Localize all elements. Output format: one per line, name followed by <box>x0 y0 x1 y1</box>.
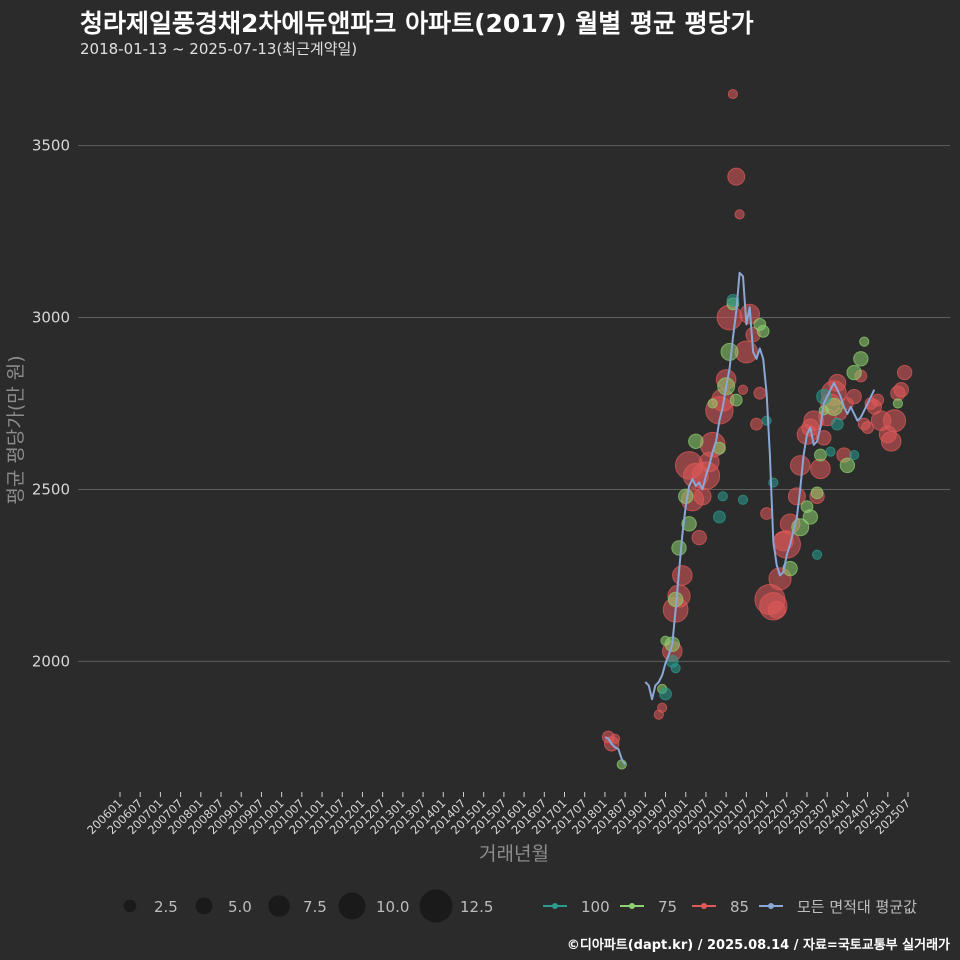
color-legend-dot <box>629 903 635 909</box>
size-legend-key <box>419 889 453 923</box>
size-legend-label: 2.5 <box>154 898 178 916</box>
point-75 <box>707 398 718 409</box>
point-85 <box>816 430 832 446</box>
chart-subtitle: 2018-01-13 ~ 2025-07-13(최근계약일) <box>80 40 358 58</box>
scatter-points <box>601 88 913 770</box>
color-legend-label: 75 <box>658 898 677 916</box>
point-85 <box>880 431 902 452</box>
point-85 <box>810 458 831 480</box>
size-legend-key <box>123 899 137 913</box>
point-100 <box>713 510 726 524</box>
point-85 <box>893 382 909 398</box>
point-85 <box>882 409 907 433</box>
point-75 <box>802 509 819 525</box>
point-75 <box>782 560 798 577</box>
point-100 <box>811 549 823 560</box>
point-85 <box>871 393 885 407</box>
point-75 <box>853 351 869 367</box>
point-100 <box>761 415 772 426</box>
size-legend-label: 7.5 <box>303 898 327 916</box>
color-legend-dot <box>768 903 774 909</box>
chart-title: 청라제일풍경채2차에듀앤파크 아파트(2017) 월별 평균 평당가 <box>80 9 754 38</box>
point-85 <box>691 529 707 546</box>
point-100 <box>726 293 740 307</box>
point-85 <box>789 455 811 476</box>
point-85 <box>767 600 786 619</box>
point-85 <box>609 733 621 744</box>
point-75 <box>756 324 770 338</box>
point-100 <box>849 449 860 461</box>
size-legend-key <box>195 897 213 915</box>
point-100 <box>737 494 749 505</box>
size-legend-key <box>338 892 366 920</box>
y-axis-ticks: 2000 2500 3000 3500 <box>32 137 70 671</box>
point-100 <box>670 663 681 674</box>
point-100 <box>830 417 844 431</box>
point-75 <box>681 516 697 532</box>
y-axis-title: 평균 평당가(만 원) <box>5 355 27 504</box>
y-tick-label: 2000 <box>32 652 70 670</box>
point-85 <box>727 167 746 186</box>
color-legend-dot <box>701 903 707 909</box>
point-75 <box>720 342 739 361</box>
color-legend-dot <box>552 903 558 909</box>
size-legend-label: 12.5 <box>460 898 493 916</box>
source-caption: ©디아파트(dapt.kr) / 2025.08.14 / 자료=국토교통부 실… <box>566 938 950 953</box>
average-line <box>604 271 876 766</box>
size-legend-label: 5.0 <box>228 898 252 916</box>
point-75 <box>810 486 824 500</box>
color-legend-label: 85 <box>730 898 749 916</box>
point-75 <box>846 364 862 381</box>
size-legend-label: 10.0 <box>376 898 409 916</box>
x-axis-title: 거래년월 <box>479 843 549 865</box>
point-100 <box>717 491 728 502</box>
color-legend: 100 75 85 모든 면적대 평균값 <box>543 898 917 916</box>
point-75 <box>814 448 827 462</box>
size-legend-key <box>268 895 290 917</box>
point-100 <box>825 446 836 457</box>
point-85 <box>734 209 745 220</box>
point-85 <box>657 702 668 713</box>
average-line-segment <box>604 736 626 766</box>
point-85 <box>672 565 693 586</box>
x-axis-ticks: 2006012006072007012007072008012008072009… <box>84 792 913 837</box>
color-legend-label: 100 <box>581 898 610 916</box>
y-tick-label: 2500 <box>32 480 70 498</box>
grid-lines <box>78 145 950 662</box>
y-tick-label: 3500 <box>32 137 70 155</box>
point-75 <box>824 397 843 416</box>
y-tick-label: 3000 <box>32 309 70 327</box>
point-85 <box>787 487 806 506</box>
point-85 <box>737 384 749 395</box>
point-85 <box>846 388 862 405</box>
color-legend-label: 모든 면적대 평균값 <box>797 898 917 916</box>
point-100 <box>659 687 672 701</box>
point-85 <box>753 386 767 400</box>
point-75 <box>671 540 687 556</box>
point-85 <box>760 507 773 520</box>
point-85 <box>750 417 763 431</box>
point-75 <box>729 393 743 407</box>
size-legend: 2.5 5.0 7.5 10.0 12.5 <box>123 889 493 923</box>
average-line-segment <box>644 271 876 701</box>
point-75 <box>892 398 903 409</box>
point-75 <box>688 433 704 450</box>
point-85 <box>896 364 913 381</box>
point-75 <box>839 457 856 474</box>
point-75 <box>859 336 870 347</box>
point-85 <box>727 88 738 100</box>
